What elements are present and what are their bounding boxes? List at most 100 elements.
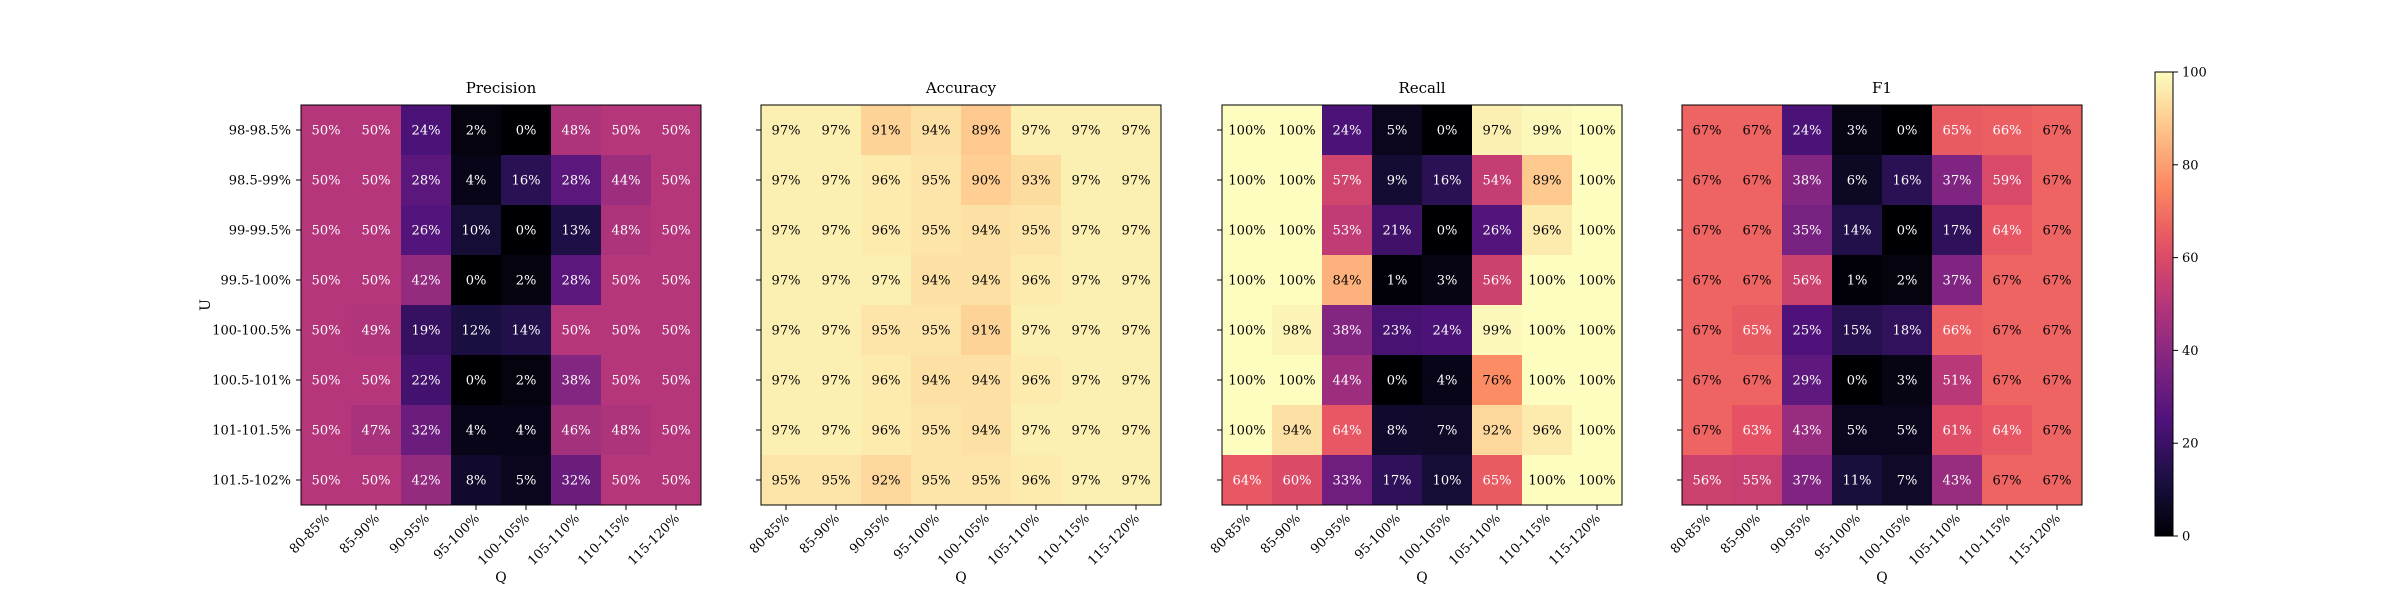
cell-value-label: 22%: [412, 374, 441, 389]
heatmap-cell: [1372, 305, 1423, 356]
cell-value-label: 96%: [1022, 374, 1051, 389]
heatmap-cell: [551, 355, 602, 406]
heatmap-cell: [1682, 405, 1733, 456]
heatmap-cell: [301, 105, 352, 156]
heatmap-cell: [1061, 255, 1112, 306]
heatmap-cell: [551, 255, 602, 306]
heatmap-cell: [351, 155, 402, 206]
heatmap-cell: [1061, 105, 1112, 156]
cell-value-label: 95%: [922, 324, 951, 339]
heatmap-cell: [961, 355, 1012, 406]
cell-value-label: 97%: [1022, 424, 1051, 439]
heatmap-cell: [1882, 455, 1933, 506]
heatmap-cell: [1272, 205, 1323, 256]
cell-value-label: 67%: [1743, 224, 1772, 239]
cell-value-label: 89%: [1533, 174, 1562, 189]
cell-value-label: 100%: [1228, 124, 1265, 139]
colorbar-tick-label: 20: [2182, 437, 2199, 452]
panel-frame: [1681, 104, 2083, 506]
cell-value-label: 50%: [612, 274, 641, 289]
cell-value-label: 24%: [1793, 124, 1822, 139]
cell-value-label: 100%: [1228, 324, 1265, 339]
cell-value-label: 11%: [1843, 474, 1872, 489]
heatmap-cell: [911, 205, 962, 256]
cell-value-label: 50%: [562, 324, 591, 339]
heatmap-cell: [811, 205, 862, 256]
heatmap-cell: [2032, 155, 2083, 206]
heatmap-cell: [1422, 155, 1473, 206]
cell-value-label: 43%: [1943, 474, 1972, 489]
cell-value-label: 95%: [872, 324, 901, 339]
heatmap-cell: [551, 205, 602, 256]
heatmap-cell: [1572, 105, 1623, 156]
panel-frame: [1221, 104, 1623, 506]
heatmap-cell: [1111, 305, 1162, 356]
heatmap-cell: [351, 305, 402, 356]
heatmap-cell: [961, 205, 1012, 256]
heatmap-cell: [351, 355, 402, 406]
heatmap-cell: [811, 405, 862, 456]
cell-value-label: 95%: [1022, 224, 1051, 239]
x-tick-label: 85-90%: [1258, 511, 1304, 557]
cell-value-label: 4%: [1437, 374, 1458, 389]
heatmap-cell: [1472, 255, 1523, 306]
heatmap-cell: [551, 155, 602, 206]
heatmap-cell: [1982, 405, 2033, 456]
heatmap-cell: [551, 105, 602, 156]
cell-value-label: 97%: [1072, 174, 1101, 189]
heatmap-cell: [1832, 355, 1883, 406]
cell-value-label: 97%: [772, 374, 801, 389]
cell-value-label: 97%: [822, 274, 851, 289]
heatmap-cell: [451, 155, 502, 206]
cell-value-label: 76%: [1483, 374, 1512, 389]
heatmap-cell: [861, 405, 912, 456]
x-tick-label: 95-100%: [1352, 511, 1404, 563]
heatmap-cell: [1782, 405, 1833, 456]
heatmap-cell: [501, 455, 552, 506]
cell-value-label: 64%: [1233, 474, 1262, 489]
cell-value-label: 13%: [562, 224, 591, 239]
heatmap-cell: [1272, 355, 1323, 406]
cell-value-label: 2%: [516, 274, 537, 289]
heatmap-cell: [1222, 455, 1273, 506]
cell-value-label: 84%: [1333, 274, 1362, 289]
cell-value-label: 50%: [362, 124, 391, 139]
heatmap-cell: [1932, 305, 1983, 356]
heatmap-cell: [1111, 355, 1162, 406]
heatmap-cell: [1372, 255, 1423, 306]
cell-value-label: 50%: [312, 474, 341, 489]
cell-value-label: 65%: [1743, 324, 1772, 339]
cell-value-label: 60%: [1283, 474, 1312, 489]
cell-value-label: 50%: [362, 374, 391, 389]
panel-frame: [760, 104, 1162, 506]
heatmap-cell: [861, 355, 912, 406]
cell-value-label: 97%: [1072, 424, 1101, 439]
heatmap-cell: [1322, 355, 1373, 406]
cell-value-label: 100%: [1578, 424, 1615, 439]
cell-value-label: 26%: [1483, 224, 1512, 239]
heatmap-cell: [1932, 405, 1983, 456]
heatmap-cell: [1061, 205, 1112, 256]
panel-frame: [300, 104, 702, 506]
heatmap-cell: [1982, 105, 2033, 156]
cell-value-label: 94%: [972, 274, 1001, 289]
heatmap-cell: [401, 405, 452, 456]
x-axis-label: Q: [1416, 570, 1427, 586]
heatmap-cell: [401, 305, 452, 356]
heatmap-cell: [761, 105, 812, 156]
heatmap-cell: [861, 155, 912, 206]
cell-value-label: 50%: [662, 224, 691, 239]
heatmap-cell: [501, 355, 552, 406]
x-tick-label: 90-95%: [847, 511, 893, 557]
x-tick-label: 100-105%: [1396, 511, 1454, 569]
heatmap-cell: [1111, 455, 1162, 506]
cell-value-label: 48%: [612, 424, 641, 439]
cell-value-label: 67%: [1743, 374, 1772, 389]
heatmap-cell: [1422, 255, 1473, 306]
cell-value-label: 92%: [872, 474, 901, 489]
heatmap-cell: [1732, 205, 1783, 256]
heatmap-cell: [1222, 155, 1273, 206]
heatmap-cell: [1222, 205, 1273, 256]
cell-value-label: 99%: [1533, 124, 1562, 139]
cell-value-label: 50%: [612, 124, 641, 139]
